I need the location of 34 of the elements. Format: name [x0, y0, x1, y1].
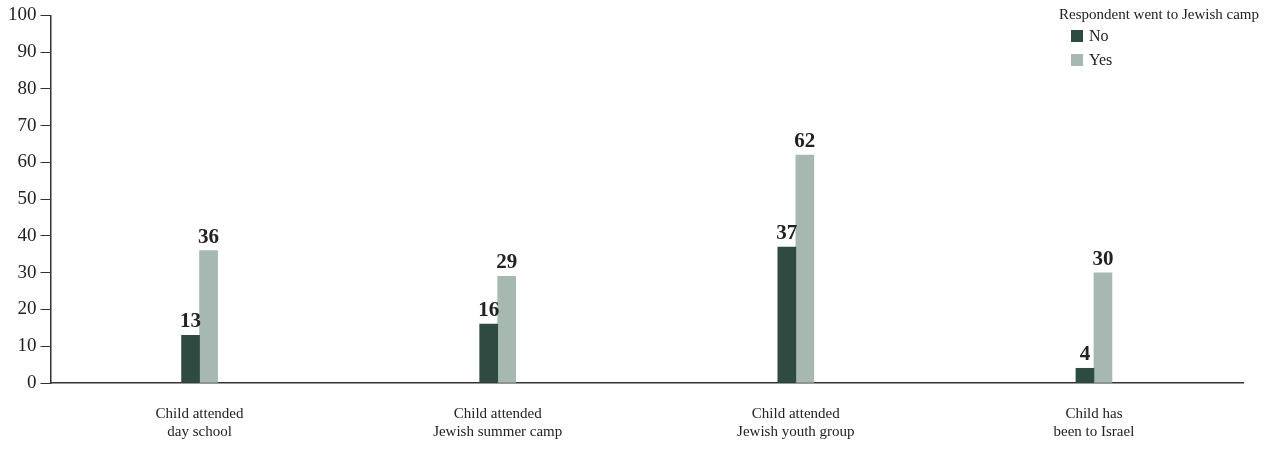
- y-tick-label: 10: [17, 334, 37, 356]
- bar: [1093, 272, 1113, 383]
- x-tick-label: Child attended Jewish youth group: [737, 404, 855, 439]
- x-tick-label: Child attended day school: [155, 404, 245, 439]
- y-tick-label: 90: [17, 40, 37, 62]
- data-label: 37: [776, 219, 798, 244]
- y-tick-label: 70: [17, 113, 37, 135]
- y-tick-label: 60: [17, 150, 37, 172]
- bar: [497, 276, 517, 383]
- y-tick-label: 50: [17, 187, 37, 209]
- data-label: 13: [180, 308, 202, 333]
- bar: [1075, 367, 1095, 383]
- bar: [181, 334, 200, 383]
- data-label: 16: [478, 297, 500, 322]
- y-tick-label: 30: [17, 260, 37, 282]
- legend-title: Respondent went to Jewish camp: [1059, 6, 1259, 23]
- data-label: 29: [496, 249, 518, 274]
- bar: [479, 323, 499, 383]
- y-tick-label: 0: [27, 370, 37, 392]
- data-label: 30: [1092, 245, 1114, 270]
- data-label: 4: [1079, 341, 1091, 366]
- bar: [795, 154, 815, 383]
- y-tick-label: 80: [17, 76, 37, 98]
- data-label: 62: [794, 128, 816, 153]
- bar: [777, 246, 797, 383]
- x-tick-label: Child has been to Israel: [1053, 404, 1135, 439]
- bar: [199, 250, 218, 383]
- legend-label: Yes: [1089, 51, 1113, 69]
- y-tick-label: 20: [17, 297, 37, 319]
- y-tick-label: 100: [8, 3, 37, 25]
- x-tick-label: Child attended Jewish summer camp: [433, 404, 563, 439]
- legend-label: No: [1089, 27, 1109, 45]
- y-tick-label: 40: [17, 223, 37, 245]
- data-label: 36: [198, 223, 220, 248]
